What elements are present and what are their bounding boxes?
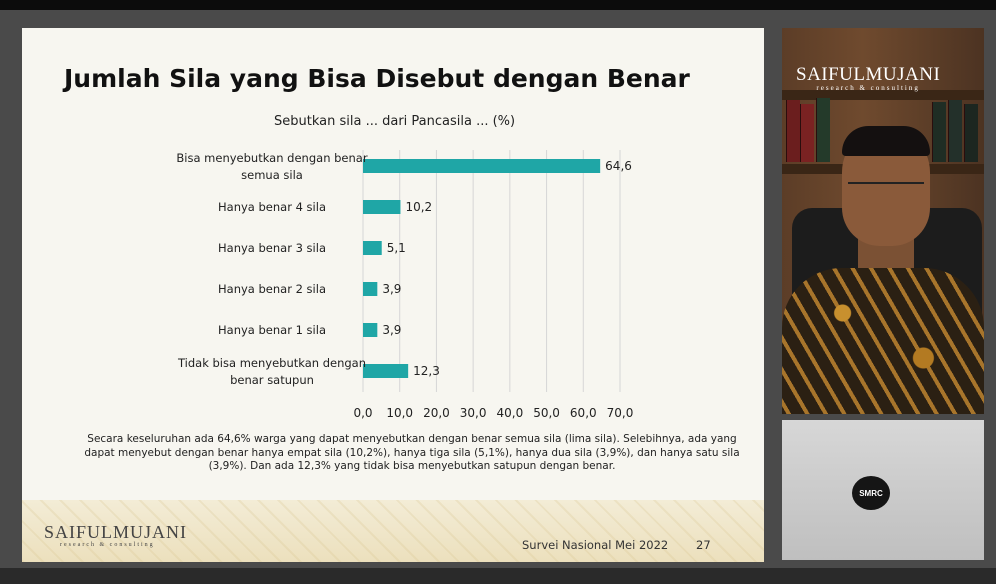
slide-footer-band <box>22 500 764 562</box>
smrc-logo: SMRC <box>852 476 890 510</box>
slide-logo-tagline: research & consulting <box>60 542 155 548</box>
presenter-batik-shirt <box>782 268 984 414</box>
category-label-line: Tidak bisa menyebutkan dengan <box>177 356 366 370</box>
x-tick-label: 60,0 <box>570 406 597 420</box>
category-label: Hanya benar 4 sila <box>218 200 326 214</box>
category-label-line: Hanya benar 3 sila <box>218 241 326 255</box>
bar <box>363 282 378 296</box>
presenter-hair <box>842 126 930 156</box>
survey-source: Survei Nasional Mei 2022 <box>522 538 669 552</box>
bookshelf-board <box>782 90 984 100</box>
x-tick-label: 30,0 <box>460 406 487 420</box>
bar <box>363 323 378 337</box>
book <box>786 100 800 162</box>
bar <box>363 364 409 378</box>
category-label: Hanya benar 1 sila <box>218 323 326 337</box>
video-logo-tagline: research & consulting <box>816 84 920 92</box>
data-label: 5,1 <box>387 241 406 255</box>
summary-note: Secara keseluruhan ada 64,6% warga yang … <box>84 433 740 472</box>
category-label: Hanya benar 3 sila <box>218 241 326 255</box>
book <box>948 100 962 162</box>
bottom-bar <box>0 568 996 584</box>
bar-chart: 0,0 10,0 20,0 30,0 40,0 50,0 60,0 70,0 64,6 Bisa … <box>176 150 634 420</box>
book <box>932 102 946 162</box>
x-tick-label: 50,0 <box>533 406 560 420</box>
category-label-line: semua sila <box>241 168 303 182</box>
data-label: 10,2 <box>405 200 432 214</box>
data-label: 12,3 <box>413 364 440 378</box>
slide-title: Jumlah Sila yang Bisa Disebut dengan Ben… <box>64 64 690 93</box>
slide-logo-name: SAIFULMUJANI <box>44 522 188 542</box>
book <box>800 104 814 162</box>
slide-logo: SAIFULMUJANI research & consulting <box>44 522 187 548</box>
x-tick-label: 20,0 <box>423 406 450 420</box>
category-label-line: Hanya benar 4 sila <box>218 200 326 214</box>
x-tick-label: 10,0 <box>386 406 413 420</box>
book <box>964 104 978 162</box>
category-label: Hanya benar 2 sila <box>218 282 326 296</box>
page-number: 27 <box>696 538 711 552</box>
category-label: Tidak bisa menyebutkan dengan benar satup… <box>177 356 366 387</box>
category-label-line: Hanya benar 1 sila <box>218 323 326 337</box>
chart-subtitle: Sebutkan sila ... dari Pancasila ... (%) <box>274 114 516 129</box>
video-logo: SAIFULMUJANI research & consulting <box>796 64 940 92</box>
top-bar <box>0 0 996 10</box>
presentation-slide: Jumlah Sila yang Bisa Disebut dengan Ben… <box>22 28 764 562</box>
data-label: 64,6 <box>605 159 632 173</box>
presenter-video: SAIFULMUJANI research & consulting <box>782 28 984 414</box>
bar <box>363 200 401 214</box>
x-tick-label: 70,0 <box>607 406 634 420</box>
bar <box>363 159 601 173</box>
category-label-line: benar satupun <box>230 373 314 387</box>
category-label-line: Bisa menyebutkan dengan benar <box>176 151 367 165</box>
data-label: 3,9 <box>382 282 401 296</box>
x-tick-label: 0,0 <box>353 406 372 420</box>
laptop: SMRC <box>782 420 984 560</box>
bar <box>363 241 382 255</box>
book <box>816 98 830 162</box>
x-tick-label: 40,0 <box>496 406 523 420</box>
data-label: 3,9 <box>382 323 401 337</box>
video-logo-name: SAIFULMUJANI <box>796 64 941 85</box>
category-label-line: Hanya benar 2 sila <box>218 282 326 296</box>
category-label: Bisa menyebutkan dengan benar semua sila <box>176 151 367 182</box>
presenter-glasses <box>848 182 924 200</box>
